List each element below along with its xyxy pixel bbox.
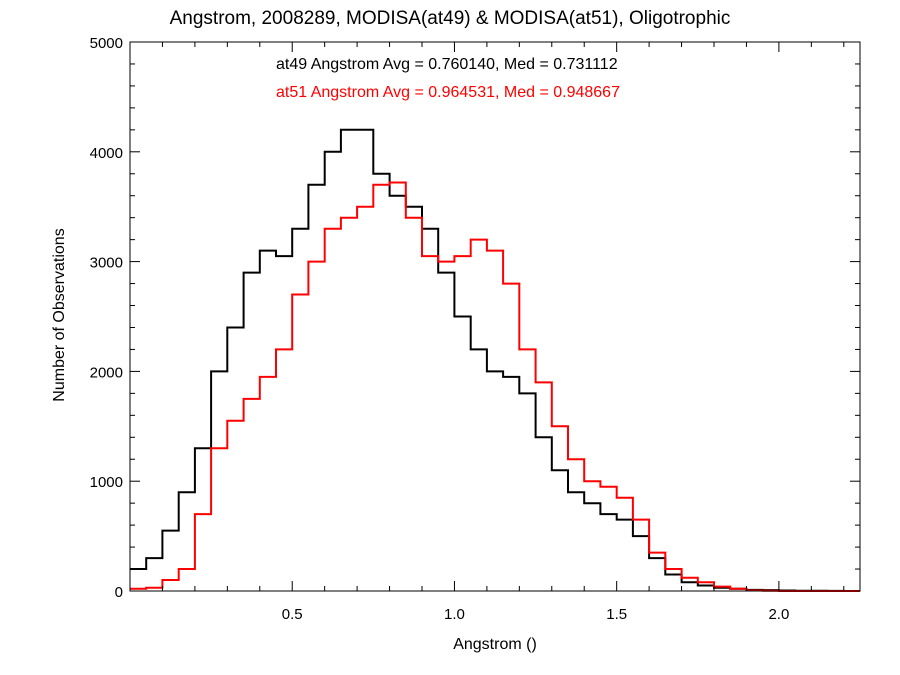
y-axis-label: Number of Observations (51, 228, 68, 402)
y-tick-label: 1000 (90, 474, 123, 491)
x-tick-label: 1.5 (606, 606, 627, 623)
plot-frame (129, 41, 861, 592)
y-tick-label: 4000 (90, 145, 123, 162)
y-tick-label: 0 (115, 584, 123, 601)
chart-title: Angstrom, 2008289, MODISA(at49) & MODISA… (169, 8, 731, 29)
x-tick-label: 2.0 (768, 606, 789, 623)
at49-stats-annotation: at49 Angstrom Avg = 0.760140, Med = 0.73… (276, 56, 618, 73)
y-tick-label: 2000 (90, 364, 123, 381)
series-0-line (130, 128, 860, 592)
x-axis-label: Angstrom () (453, 636, 537, 653)
series-layer (130, 128, 860, 592)
y-tick-label: 3000 (90, 255, 123, 272)
at51-stats-annotation: at51 Angstrom Avg = 0.964531, Med = 0.94… (276, 84, 620, 101)
y-tick-label: 5000 (90, 35, 123, 52)
x-tick-label: 1.0 (444, 606, 465, 623)
axes-layer: 0.5 1.0 1.5 2.0 0 1000 2000 3000 4000 5000 (90, 35, 861, 623)
x-tick-label: 0.5 (282, 606, 303, 623)
series-1-line (130, 181, 860, 592)
